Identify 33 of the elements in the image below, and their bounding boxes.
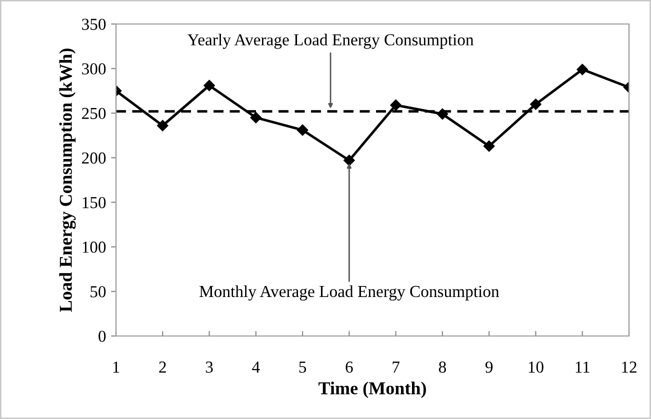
y-tick-label: 200	[82, 152, 106, 164]
point	[483, 140, 495, 152]
x-tick-label: 1	[113, 362, 120, 373]
y-axis-title: Load Energy Consumption (kWh)	[59, 48, 76, 312]
x-tick-label: 7	[392, 362, 400, 373]
point	[250, 112, 262, 124]
annotation: Monthly Average Load Energy Consumption	[200, 285, 500, 301]
x-tick-label: 8	[438, 361, 446, 373]
x-axis-title: Time (Month)	[318, 382, 426, 398]
x-tick-label: 6	[346, 362, 353, 373]
y-tick-label: 0	[98, 330, 106, 342]
y-tick-label: 350	[82, 18, 106, 30]
y-tick-label: 150	[82, 196, 106, 208]
x-tick-label: 9	[485, 362, 493, 373]
y-tick-label: 300	[82, 63, 106, 75]
x-tick-label: 5	[299, 362, 306, 373]
point	[530, 98, 542, 110]
point	[296, 124, 308, 136]
point	[344, 154, 355, 166]
x-tick-label: 4	[252, 362, 260, 373]
x-tick-label: 10	[528, 361, 544, 373]
y-tick-label: 100	[82, 242, 106, 253]
point	[390, 100, 402, 111]
x-tick-label: 11	[576, 362, 590, 373]
point	[204, 80, 215, 92]
x-tick-label: 3	[206, 362, 213, 373]
point	[576, 64, 588, 76]
x-tick-label: 12	[622, 362, 636, 373]
x-tick-label: 2	[159, 362, 166, 373]
y-tick-label: 250	[82, 108, 106, 120]
annotation: Yearly Average Load Energy Consumption	[187, 34, 474, 49]
point	[157, 120, 168, 132]
y-tick-label: 50	[90, 286, 106, 298]
